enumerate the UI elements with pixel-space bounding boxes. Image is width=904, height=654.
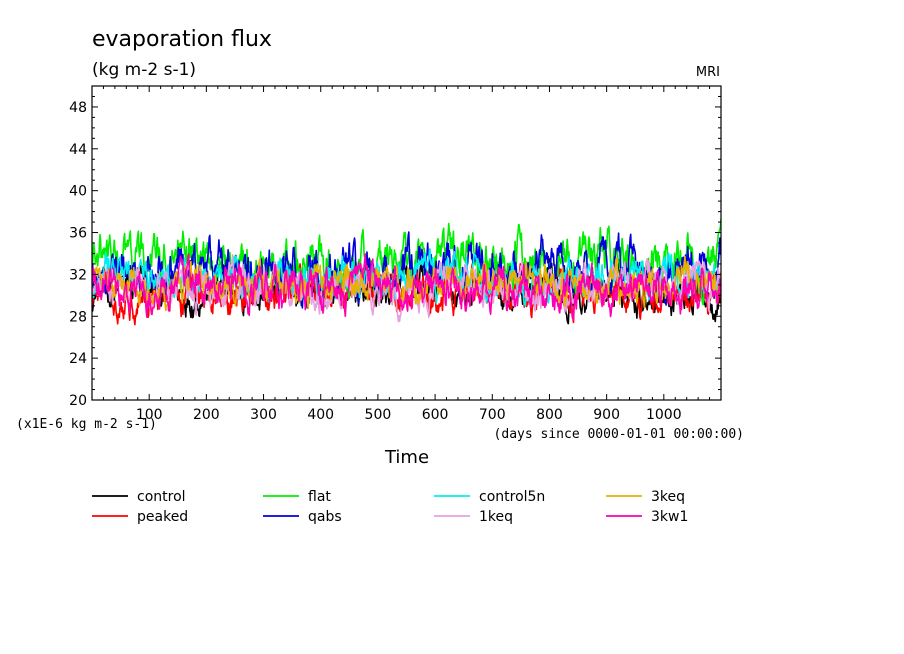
y-tick-label: 24 [69,351,87,367]
legend-label-3kw1: 3kw1 [651,509,688,525]
legend-label-control: control [137,489,186,505]
legend: control peaked flat qabs control5n 1keq 3keq 3k… [92,489,688,525]
scale-label: (x1E-6 kg m-2 s-1) [16,417,157,432]
legend-label-control5n: control5n [479,489,545,505]
legend-label-1keq: 1keq [479,509,513,525]
x-tick-label: 800 [536,407,563,423]
y-tick-label: 36 [69,226,87,242]
series-line-3kw1 [92,253,721,321]
x-tick-label: 700 [479,407,506,423]
legend-label-peaked: peaked [137,509,188,525]
series-line-3keq [92,255,721,312]
x-units-label: (days since 0000-01-01 00:00:00) [494,427,744,442]
x-tick-label: 200 [193,407,220,423]
x-tick-label: 500 [365,407,392,423]
y-tick-label: 44 [69,142,87,158]
x-tick-label: 600 [422,407,449,423]
x-tick-label: 100 [136,407,163,423]
plot-area [91,85,722,401]
x-tick-label: 1000 [646,407,682,423]
chart-units: (kg m-2 s-1) [92,60,196,80]
series-group [92,218,721,326]
x-axis: 100 200 300 400 500 600 700 800 900 1000 [102,86,711,423]
x-tick-label: 900 [593,407,620,423]
y-tick-label: 20 [69,393,87,409]
x-tick-label: 400 [307,407,334,423]
y-tick-label: 40 [69,184,87,200]
source-label: MRI [696,65,720,80]
y-tick-label: 32 [69,267,87,283]
chart-title: evaporation flux [92,27,272,52]
y-tick-label: 28 [69,309,87,325]
x-axis-label: Time [384,447,429,468]
legend-label-flat: flat [308,489,331,505]
legend-label-qabs: qabs [308,509,342,525]
x-tick-label: 300 [250,407,277,423]
y-axis: 20 24 28 32 36 40 44 48 [69,85,721,409]
legend-label-3keq: 3keq [651,489,685,505]
y-tick-label: 48 [69,100,87,116]
